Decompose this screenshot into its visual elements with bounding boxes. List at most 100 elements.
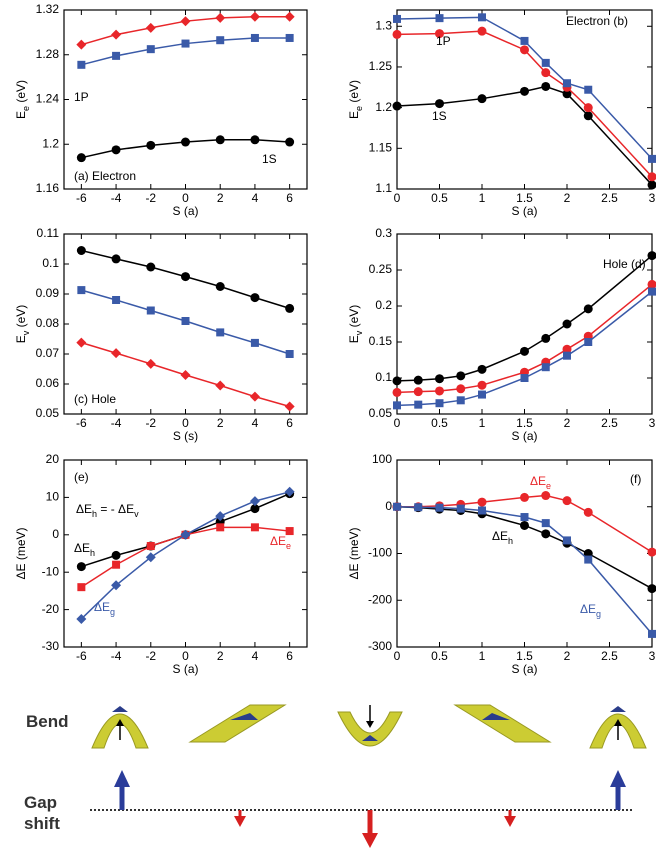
- series-line: [396, 506, 653, 590]
- x-tick-label: -4: [111, 649, 122, 663]
- marker: [541, 58, 550, 67]
- marker: [76, 39, 87, 50]
- text-part: (eV): [347, 305, 361, 331]
- marker: [146, 262, 156, 272]
- x-tick-label: 0.5: [431, 416, 448, 430]
- dot-shape: [610, 706, 626, 712]
- text-part: (e): [74, 470, 89, 484]
- x-tick-label: 2: [217, 191, 224, 205]
- text-part: = - ΔE: [97, 502, 134, 516]
- y-tick-label: -30: [42, 639, 60, 653]
- series-line: [396, 255, 653, 382]
- y-tick-label: 0.11: [37, 226, 60, 240]
- marker: [111, 550, 121, 560]
- x-tick-label: 3: [649, 191, 656, 205]
- annotation: 1S: [432, 109, 447, 123]
- y-tick-label: 0: [385, 499, 392, 513]
- y-axis-label: Ee (eV): [347, 80, 364, 119]
- arch-shape: [91, 713, 149, 749]
- text-part: ΔE: [74, 541, 90, 555]
- marker: [250, 523, 259, 532]
- y-tick-label: 1.3: [375, 18, 392, 32]
- marker: [413, 375, 423, 385]
- series-line: [396, 30, 653, 178]
- marker: [520, 36, 529, 45]
- marker: [648, 287, 656, 296]
- plot-frame: [396, 459, 653, 648]
- marker: [180, 370, 191, 380]
- marker: [562, 344, 572, 354]
- marker: [456, 371, 466, 381]
- y-tick-label: 1.16: [36, 181, 60, 195]
- marker: [181, 272, 190, 282]
- marker: [250, 135, 260, 145]
- dot-shape: [112, 706, 128, 712]
- y-tick-label: 0.3: [375, 226, 392, 240]
- marker: [284, 401, 295, 412]
- x-tick-label: -6: [76, 191, 87, 205]
- marker: [541, 81, 551, 91]
- marker: [647, 584, 656, 594]
- x-tick-label: 6: [286, 416, 293, 430]
- marker: [392, 376, 402, 386]
- marker: [647, 180, 656, 190]
- annotation: ΔEe: [270, 534, 291, 551]
- arrow-head: [610, 770, 626, 787]
- marker: [112, 51, 121, 60]
- marker: [392, 387, 402, 397]
- marker: [477, 497, 487, 507]
- marker: [435, 14, 444, 23]
- marker: [520, 346, 529, 356]
- marker: [285, 33, 294, 42]
- subscript: e: [21, 106, 31, 111]
- annotation: ΔEh: [492, 529, 513, 546]
- marker: [541, 363, 550, 372]
- x-tick-label: 4: [252, 649, 259, 663]
- marker: [285, 137, 295, 147]
- marker: [477, 380, 487, 390]
- marker: [112, 560, 121, 569]
- marker: [477, 26, 487, 36]
- marker: [435, 386, 444, 396]
- x-tick-label: -2: [145, 416, 156, 430]
- series-line: [397, 494, 653, 553]
- marker: [146, 542, 155, 551]
- y-tick-label: 0: [52, 527, 59, 541]
- x-tick-label: 2: [217, 649, 224, 663]
- marker: [392, 101, 402, 111]
- text-part: E: [347, 111, 361, 119]
- marker: [285, 527, 294, 536]
- marker: [413, 387, 423, 397]
- x-tick-label: 1: [479, 191, 486, 205]
- annotation: ΔEg: [94, 600, 115, 617]
- marker: [111, 254, 121, 264]
- y-tick-label: 20: [46, 452, 60, 466]
- marker: [520, 374, 529, 382]
- y-tick-label: 1.1: [375, 181, 392, 195]
- arrow-head: [362, 833, 378, 848]
- y-tick-label: 0.05: [36, 406, 60, 420]
- marker: [250, 504, 260, 514]
- x-tick-label: 1: [479, 416, 486, 430]
- marker: [249, 496, 260, 507]
- marker: [562, 496, 572, 506]
- annotation: 1S: [262, 152, 277, 166]
- y-tick-label: 0.05: [369, 406, 393, 420]
- y-tick-label: 0.1: [375, 370, 392, 384]
- marker: [111, 348, 122, 359]
- x-tick-label: 6: [286, 649, 293, 663]
- text-part: ΔE: [76, 502, 92, 516]
- y-tick-label: 0.08: [36, 316, 60, 330]
- marker: [456, 396, 465, 405]
- marker: [583, 103, 593, 113]
- marker: [250, 293, 260, 303]
- marker: [562, 319, 572, 329]
- annotation: Hole (d): [603, 257, 646, 271]
- text-part: ΔE: [580, 602, 596, 616]
- marker: [583, 507, 593, 517]
- x-tick-label: 0: [182, 416, 189, 430]
- marker: [393, 502, 401, 511]
- marker: [478, 506, 486, 515]
- marker: [145, 22, 156, 33]
- y-tick-label: 10: [46, 490, 60, 504]
